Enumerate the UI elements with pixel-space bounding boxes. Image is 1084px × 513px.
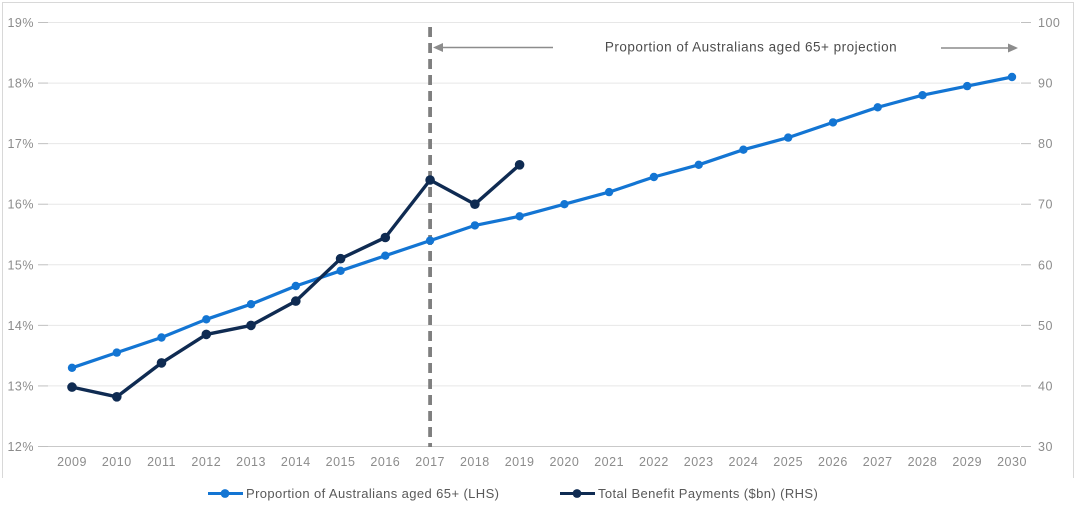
x-axis-label: 2030 — [997, 455, 1027, 469]
data-point-marker — [67, 382, 77, 392]
data-point-marker — [112, 348, 122, 357]
data-series — [67, 72, 1017, 402]
data-point-marker — [380, 232, 391, 243]
data-point-marker — [156, 358, 167, 368]
x-axis-label: 2029 — [952, 455, 982, 469]
legend-item-benefit-payments-rhs: Total Benefit Payments ($bn) (RHS) — [559, 484, 818, 502]
right-arrow-icon — [941, 43, 1018, 53]
x-axis-label: 2011 — [147, 455, 176, 469]
data-point-marker — [873, 103, 882, 112]
x-axis-label: 2027 — [863, 455, 893, 469]
y-axis-labels-left: 19% 18% 17% 16% 15% 14% 13% 12% — [7, 16, 34, 454]
data-point-marker — [246, 320, 256, 331]
series-path — [71, 163, 521, 399]
x-axis-label: 2012 — [191, 455, 221, 469]
annotation-text: Proportion of Australians aged 65+ proje… — [605, 40, 897, 55]
data-point-marker — [963, 81, 972, 91]
y-axis-label-right: 30 — [1038, 440, 1053, 454]
y-axis-label-right: 100 — [1038, 16, 1060, 30]
x-axis-label: 2024 — [729, 455, 759, 469]
y-axis-label-left: 15% — [7, 258, 34, 272]
data-point-marker — [291, 296, 301, 306]
legend-marker-rhs-icon — [560, 488, 595, 498]
data-point-marker — [246, 300, 256, 309]
x-axis-labels: 2009 2010 2011 2012 2013 2014 2015 2016 2017 2018… — [57, 455, 1027, 469]
data-point-marker — [381, 251, 390, 260]
data-point-marker — [112, 392, 122, 402]
y-axis-labels-right: 100 90 80 70 60 50 40 30 — [1038, 16, 1060, 454]
left-arrow-icon — [433, 43, 553, 52]
legend-marker-lhs-icon — [208, 488, 243, 498]
series-path — [71, 75, 1013, 370]
x-axis-label: 2017 — [415, 455, 445, 469]
data-point-marker — [336, 266, 345, 275]
series-line-lhs — [67, 72, 1017, 372]
projection-annotation: Proportion of Australians aged 65+ proje… — [433, 40, 1018, 55]
data-point-marker — [335, 253, 346, 264]
data-point-marker — [201, 329, 212, 340]
legend-item-proportion-lhs: Proportion of Australians aged 65+ (LHS) — [207, 484, 499, 502]
data-point-marker — [291, 281, 300, 291]
y-axis-label-right: 80 — [1038, 137, 1053, 151]
data-point-marker — [515, 212, 524, 221]
x-axis-label: 2019 — [505, 455, 535, 469]
x-axis-label: 2018 — [460, 455, 490, 469]
y-axis-label-right: 90 — [1038, 77, 1053, 91]
x-axis-label: 2028 — [908, 455, 938, 469]
y-axis-label-left: 17% — [7, 137, 34, 151]
x-axis-label: 2020 — [549, 455, 579, 469]
x-axis-label: 2009 — [57, 455, 87, 469]
y-axis-label-left: 12% — [7, 440, 34, 454]
x-axis-label: 2026 — [818, 455, 848, 469]
series-line-rhs — [67, 160, 525, 402]
chart-frame-border — [2, 2, 1074, 478]
x-axis-label: 2014 — [281, 455, 311, 469]
x-axis-label: 2010 — [102, 455, 132, 469]
x-axis-label: 2023 — [684, 455, 714, 469]
gridlines — [48, 22, 1020, 447]
axis-ticks — [38, 22, 1031, 447]
data-point-marker — [157, 333, 166, 342]
data-point-marker — [828, 118, 838, 127]
data-point-marker — [784, 133, 793, 142]
chart-legend: Proportion of Australians aged 65+ (LHS)… — [0, 484, 1084, 508]
data-point-marker — [649, 172, 659, 182]
data-point-marker — [67, 363, 77, 372]
x-axis-label: 2015 — [326, 455, 356, 469]
x-axis-label: 2025 — [773, 455, 803, 469]
chart-canvas: 19% 18% 17% 16% 15% 14% 13% 12% 100 90 80 70 60 50 40… — [2, 2, 1074, 478]
y-axis-label-left: 19% — [7, 16, 34, 30]
data-point-marker — [739, 145, 748, 154]
x-axis-label: 2013 — [236, 455, 266, 469]
legend-label-lhs: Proportion of Australians aged 65+ (LHS) — [246, 485, 500, 501]
y-axis-label-right: 70 — [1038, 198, 1053, 212]
x-axis-label: 2021 — [594, 455, 624, 469]
data-point-marker — [694, 160, 703, 169]
y-axis-label-right: 40 — [1038, 379, 1053, 393]
data-point-marker — [1007, 72, 1017, 82]
legend-label-rhs: Total Benefit Payments ($bn) (RHS) — [598, 485, 819, 501]
y-axis-label-left: 13% — [7, 379, 34, 393]
x-axis-label: 2022 — [639, 455, 669, 469]
data-point-marker — [514, 160, 525, 170]
y-axis-label-right: 50 — [1038, 319, 1053, 333]
data-point-marker — [604, 187, 614, 197]
data-point-marker — [202, 315, 211, 324]
data-point-marker — [425, 175, 435, 185]
data-point-marker — [470, 221, 480, 230]
x-axis-label: 2016 — [370, 455, 400, 469]
data-point-marker — [560, 200, 569, 209]
y-axis-label-left: 18% — [7, 77, 34, 91]
y-axis-label-right: 60 — [1038, 258, 1053, 272]
y-axis-label-left: 16% — [7, 198, 34, 212]
data-point-marker — [425, 236, 435, 245]
data-point-marker — [918, 91, 927, 100]
data-point-marker — [470, 199, 480, 209]
y-axis-label-left: 14% — [7, 319, 34, 333]
